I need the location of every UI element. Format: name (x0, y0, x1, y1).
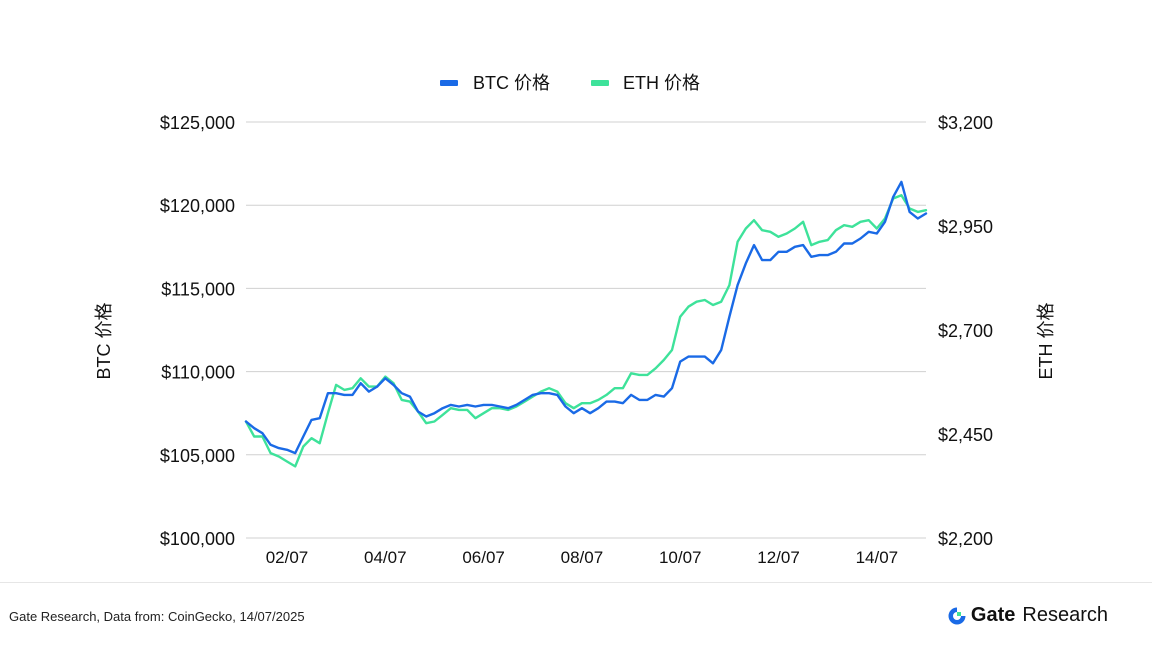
y-right-tick-label: $2,450 (938, 425, 993, 445)
brand-gate-text: Gate (970, 604, 1016, 626)
y-right-tick-label: $2,200 (938, 529, 993, 549)
y-left-tick-label: $110,000 (161, 363, 235, 383)
series-line-eth (244, 193, 928, 468)
gate-logo-icon (948, 607, 966, 624)
gridlines (246, 121, 926, 539)
y-left-tick-label: $105,000 (160, 446, 235, 466)
x-tick-label: 12/07 (757, 548, 800, 567)
brand-logo: Gate Research (947, 604, 1108, 627)
legend-swatch-eth (591, 80, 609, 86)
y-right-axis-title: ETH 价格 (1036, 302, 1056, 379)
legend: BTC 价格 ETH 价格 (440, 73, 700, 93)
y-left-axis-title: BTC 价格 (94, 302, 114, 379)
y-left-tick-label: $100,000 (160, 529, 235, 549)
y-left-tick-label: $115,000 (161, 279, 235, 299)
x-tick-label: 14/07 (856, 548, 899, 567)
footer-divider (0, 582, 1152, 583)
x-tick-label: 04/07 (364, 548, 407, 567)
dual-axis-line-chart: BTC 价格 ETH 价格 $125,000$120,000$115,000$1… (94, 73, 1056, 567)
y-right-tick-label: $3,200 (938, 113, 993, 133)
footer-source: Gate Research, Data from: CoinGecko, 14/… (9, 609, 305, 624)
legend-label-eth: ETH 价格 (623, 73, 700, 93)
x-tick-label: 06/07 (462, 548, 505, 567)
series-lines (244, 180, 928, 468)
x-tick-label: 02/07 (266, 548, 309, 567)
x-tick-label: 08/07 (561, 548, 604, 567)
legend-swatch-btc (440, 80, 458, 86)
y-right-tick-labels: $3,200 $2,950 $2,700 $2,450 $2,200 (938, 113, 993, 549)
y-left-tick-label: $125,000 (160, 113, 235, 133)
series-line-btc (244, 180, 928, 455)
x-tick-label: 10/07 (659, 548, 702, 567)
y-left-tick-labels: $125,000 $120,000 $115,000 $110,000 $105,000… (160, 113, 235, 549)
y-left-tick-label: $120,000 (160, 196, 235, 216)
x-tick-labels: 02/07 04/07 06/07 08/07 10/07 12/07 14/07 (266, 548, 898, 567)
brand-research-text: Research (1022, 604, 1108, 626)
legend-label-btc: BTC 价格 (473, 73, 550, 93)
y-right-tick-label: $2,950 (938, 217, 993, 237)
y-right-tick-label: $2,700 (938, 321, 993, 341)
